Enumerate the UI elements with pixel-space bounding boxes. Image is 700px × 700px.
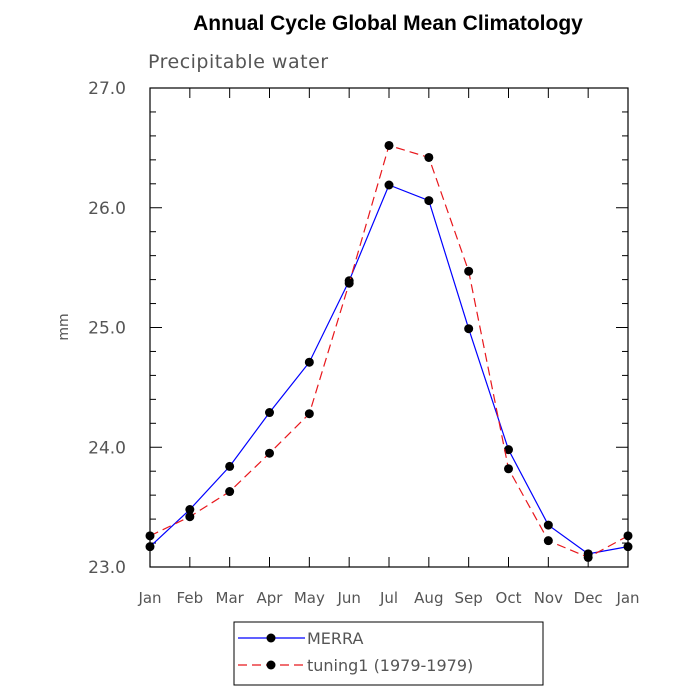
y-tick-label: 24.0 — [88, 438, 126, 458]
plot-frame — [149, 87, 629, 568]
data-point — [145, 542, 155, 552]
data-point — [623, 542, 633, 552]
series-line — [149, 144, 629, 559]
x-tick-labels: Jan Feb Mar Apr May Jun Jul Aug Sep Oct Nov Dec Jan — [137, 589, 639, 607]
data-point — [225, 487, 235, 497]
data-point — [623, 531, 633, 541]
axis-ticks — [149, 87, 629, 568]
y-tick-label: 26.0 — [88, 199, 126, 219]
data-point — [464, 266, 474, 276]
x-tick-label: Mar — [216, 589, 245, 607]
data-point — [225, 461, 235, 471]
data-point — [464, 324, 474, 334]
x-tick-label: May — [294, 589, 325, 607]
data-point — [384, 180, 394, 190]
y-tick-label: 23.0 — [88, 558, 126, 578]
legend-label: tuning1 (1979-1979) — [307, 656, 473, 675]
x-tick-label: Sep — [455, 589, 483, 607]
x-tick-label: Oct — [496, 589, 522, 607]
series-tuning1 — [145, 140, 633, 562]
legend-box — [233, 621, 544, 686]
data-point — [504, 445, 513, 455]
data-point — [304, 357, 314, 367]
data-point — [384, 140, 394, 150]
y-tick-label: 27.0 — [88, 79, 126, 99]
x-tick-label: Apr — [257, 589, 284, 607]
data-point — [185, 512, 195, 522]
series-merra — [145, 180, 633, 559]
data-point — [504, 464, 513, 474]
x-tick-label: Jun — [336, 589, 360, 607]
x-tick-label: Aug — [414, 589, 443, 607]
legend: MERRA tuning1 (1979-1979) — [233, 621, 544, 686]
data-point — [583, 552, 593, 562]
data-point — [344, 278, 354, 288]
x-tick-label: Feb — [177, 589, 204, 607]
data-point — [265, 448, 274, 458]
x-tick-label: Jul — [379, 589, 398, 607]
data-point — [543, 536, 553, 546]
legend-marker — [266, 633, 276, 643]
y-tick-labels: 23.0 24.0 25.0 26.0 27.0 — [88, 79, 126, 578]
data-point — [543, 520, 553, 530]
series-line — [149, 184, 629, 555]
x-tick-label: Dec — [574, 589, 603, 607]
data-point — [304, 409, 314, 419]
data-point — [185, 505, 195, 515]
y-tick-label: 25.0 — [88, 319, 126, 339]
series-layer — [145, 140, 633, 562]
y-axis-label: mm — [56, 313, 72, 340]
chart-subtitle: Precipitable water — [148, 51, 329, 73]
x-tick-label: Jan — [615, 589, 639, 607]
data-point — [145, 531, 155, 541]
chart-title: Annual Cycle Global Mean Climatology — [193, 12, 583, 35]
data-point — [265, 408, 274, 418]
data-point — [424, 196, 434, 206]
legend-marker — [266, 660, 276, 670]
legend-label: MERRA — [307, 629, 364, 648]
x-tick-label: Jan — [137, 589, 161, 607]
data-point — [424, 152, 434, 162]
x-tick-label: Nov — [534, 589, 563, 607]
